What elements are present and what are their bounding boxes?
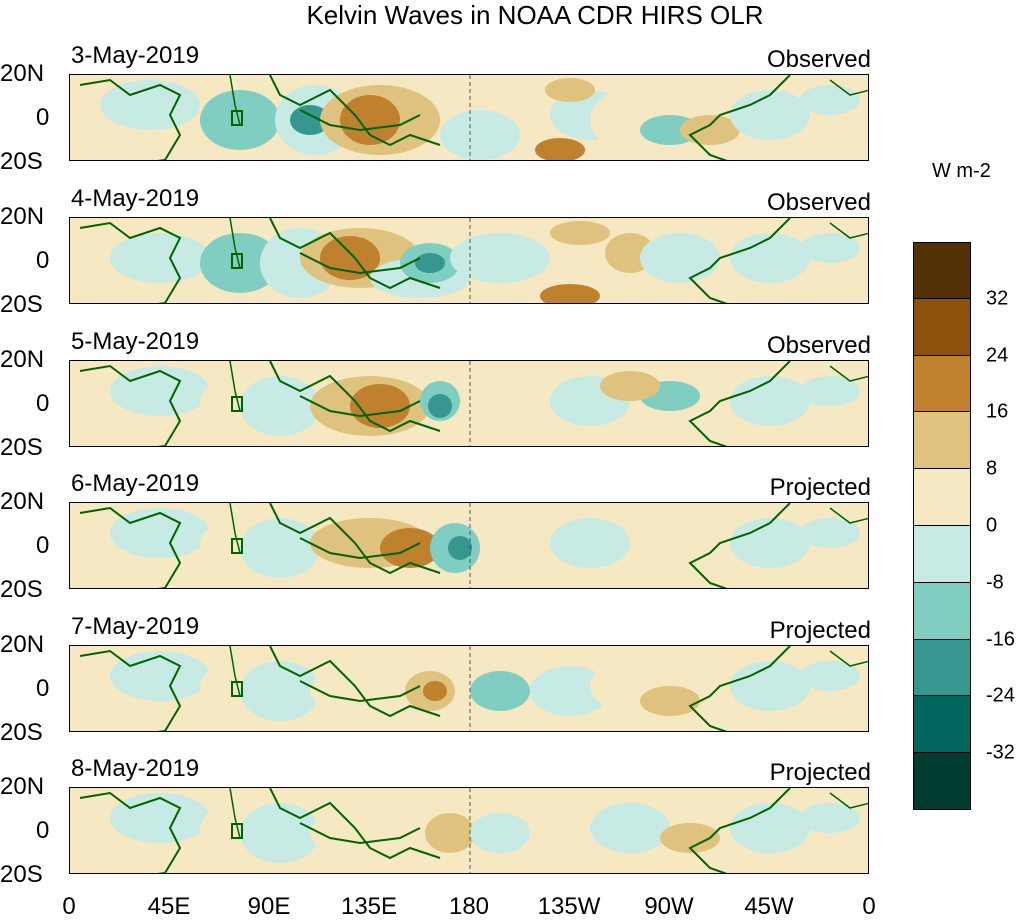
anomaly-map [70,361,868,446]
colorbar-swatch [913,582,971,640]
lat-label: 0 [36,247,50,274]
panel-status: Projected [769,474,871,501]
panel-status: Projected [769,759,871,786]
colorbar-tick: 32 [986,287,1009,310]
lat-label: 20S [0,148,43,175]
colorbar-swatch [913,298,971,356]
colorbar-tick: 0 [986,514,998,537]
anomaly-map [70,788,868,873]
anomaly-map [70,646,868,731]
lat-label: 20S [0,576,43,603]
colorbar-swatch [913,525,971,583]
panel-date: 6-May-2019 [71,470,200,497]
panel-date: 4-May-2019 [71,185,200,212]
lat-label: 20S [0,291,43,318]
lat-label: 20N [0,773,45,800]
lat-label: 20N [0,203,45,230]
lon-label: 90E [247,893,291,920]
lat-label: 0 [36,104,50,131]
map-panel [69,360,869,447]
panel-date: 3-May-2019 [71,42,200,69]
lat-label: 20N [0,60,45,87]
colorbar-swatch [913,753,971,810]
panel-status: Projected [769,617,871,644]
map-panel [69,502,869,589]
colorbar-tick: -16 [986,628,1015,651]
map-panel [69,74,869,161]
colorbar-swatch [913,242,971,299]
panel-date: 8-May-2019 [71,755,200,782]
colorbar-units: W m-2 [932,160,991,182]
lat-label: 0 [36,817,50,844]
map-panel [69,787,869,874]
figure-title: Kelvin Waves in NOAA CDR HIRS OLR [306,0,764,30]
panel-date: 5-May-2019 [71,328,200,355]
lon-label: 45W [744,893,794,920]
lat-label: 20N [0,488,45,515]
lat-label: 20S [0,434,43,461]
anomaly-map [70,218,868,303]
colorbar-tick: -24 [986,684,1015,707]
colorbar-tick: 16 [986,400,1009,423]
panel-status: Observed [766,189,871,216]
colorbar-swatch [913,412,971,470]
colorbar-tick: 8 [986,457,998,480]
anomaly-map [70,75,868,160]
lon-label: 135W [537,893,601,920]
lat-label: 0 [36,390,50,417]
panel-status: Observed [766,46,871,73]
lat-label: 20S [0,719,43,746]
colorbar-swatch [913,469,971,526]
colorbar-tick: -8 [986,571,1004,594]
colorbar-tick: -32 [986,741,1015,764]
lon-label: 0 [862,893,876,920]
lat-label: 20S [0,861,43,888]
lon-label: 180 [448,893,490,920]
colorbar-swatch [913,639,971,697]
lat-label: 0 [36,532,50,559]
lat-label: 0 [36,675,50,702]
panel-date: 7-May-2019 [71,613,200,640]
lat-label: 20N [0,631,45,658]
lon-label: 45E [147,893,191,920]
colorbar-swatch [913,355,971,413]
colorbar-tick: 24 [986,344,1009,367]
lon-label: 135E [340,893,398,920]
map-panel [69,217,869,304]
panel-status: Observed [766,332,871,359]
colorbar [913,242,971,810]
anomaly-map [70,503,868,588]
lon-label: 90W [644,893,694,920]
map-panel [69,645,869,732]
lat-label: 20N [0,346,45,373]
lon-label: 0 [62,893,76,920]
colorbar-swatch [913,696,971,754]
